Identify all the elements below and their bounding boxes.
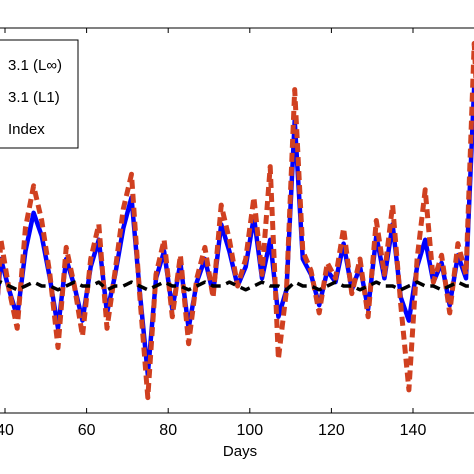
x-tick-label: 100 bbox=[236, 422, 263, 439]
legend-label: 3.1 (L1) bbox=[8, 89, 60, 106]
x-tick-label: 120 bbox=[318, 422, 345, 439]
x-tick-label: 80 bbox=[159, 422, 177, 439]
x-tick-label: 40 bbox=[0, 422, 14, 439]
axes-frame bbox=[0, 27, 474, 414]
legend-label: 3.1 (L∞) bbox=[8, 57, 62, 74]
legend-label: Index bbox=[8, 121, 45, 138]
x-tick-label: 140 bbox=[400, 422, 427, 439]
series-line bbox=[0, 40, 474, 401]
legend: 3.1 (L∞) 3.1 (L1) Index bbox=[0, 39, 79, 149]
series-line bbox=[0, 280, 474, 292]
x-tick-label: 60 bbox=[78, 422, 96, 439]
legend-box bbox=[0, 39, 79, 149]
x-axis-label: Days bbox=[223, 443, 257, 460]
